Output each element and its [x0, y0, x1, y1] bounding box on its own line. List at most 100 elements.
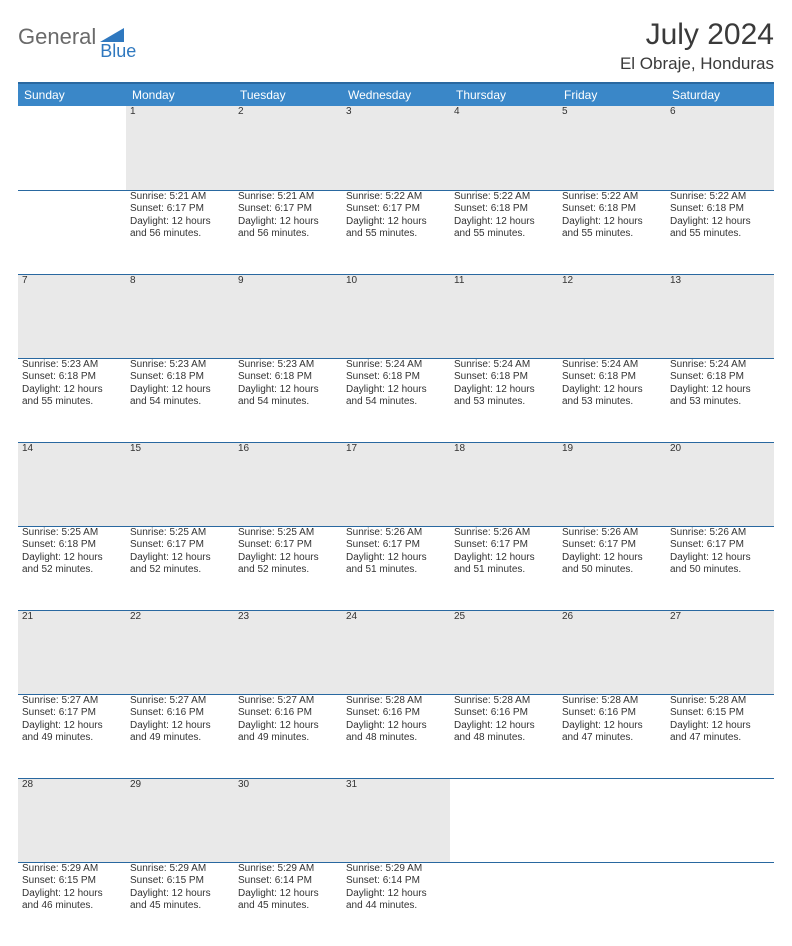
- daylight-text: Daylight: 12 hours: [22, 384, 122, 397]
- day-number: [558, 778, 666, 862]
- daylight-text: Daylight: 12 hours: [346, 216, 446, 229]
- day-cell: [450, 862, 558, 946]
- day-number: 7: [18, 274, 126, 358]
- day-cell: Sunrise: 5:23 AMSunset: 6:18 PMDaylight:…: [234, 358, 342, 442]
- sunrise-text: Sunrise: 5:22 AM: [562, 191, 662, 204]
- daylight-text: and 52 minutes.: [130, 564, 230, 577]
- day-cell: Sunrise: 5:26 AMSunset: 6:17 PMDaylight:…: [666, 526, 774, 610]
- day-cell: Sunrise: 5:24 AMSunset: 6:18 PMDaylight:…: [558, 358, 666, 442]
- sunrise-text: Sunrise: 5:29 AM: [346, 863, 446, 876]
- daylight-text: Daylight: 12 hours: [670, 216, 770, 229]
- daylight-text: Daylight: 12 hours: [454, 552, 554, 565]
- day-cell: Sunrise: 5:29 AMSunset: 6:14 PMDaylight:…: [342, 862, 450, 946]
- sunset-text: Sunset: 6:16 PM: [454, 707, 554, 720]
- sunrise-text: Sunrise: 5:26 AM: [670, 527, 770, 540]
- day-number: 10: [342, 274, 450, 358]
- day-cell: Sunrise: 5:28 AMSunset: 6:16 PMDaylight:…: [558, 694, 666, 778]
- sunset-text: Sunset: 6:18 PM: [346, 371, 446, 384]
- sunset-text: Sunset: 6:18 PM: [130, 371, 230, 384]
- sunset-text: Sunset: 6:16 PM: [346, 707, 446, 720]
- sunset-text: Sunset: 6:18 PM: [454, 371, 554, 384]
- sunset-text: Sunset: 6:14 PM: [238, 875, 338, 888]
- day-number: 21: [18, 610, 126, 694]
- daylight-text: and 45 minutes.: [130, 900, 230, 913]
- daylight-text: Daylight: 12 hours: [238, 384, 338, 397]
- daylight-text: Daylight: 12 hours: [670, 384, 770, 397]
- day-cell: [666, 862, 774, 946]
- day-number: 29: [126, 778, 234, 862]
- sunset-text: Sunset: 6:17 PM: [130, 203, 230, 216]
- day-cell: Sunrise: 5:27 AMSunset: 6:16 PMDaylight:…: [234, 694, 342, 778]
- sunrise-text: Sunrise: 5:26 AM: [562, 527, 662, 540]
- sunset-text: Sunset: 6:16 PM: [238, 707, 338, 720]
- sunset-text: Sunset: 6:15 PM: [130, 875, 230, 888]
- sunrise-text: Sunrise: 5:25 AM: [130, 527, 230, 540]
- sunrise-text: Sunrise: 5:28 AM: [454, 695, 554, 708]
- day-cell: [558, 862, 666, 946]
- day-number: 15: [126, 442, 234, 526]
- day-number-row: 78910111213: [18, 274, 774, 358]
- day-cell: Sunrise: 5:29 AMSunset: 6:14 PMDaylight:…: [234, 862, 342, 946]
- day-cell: Sunrise: 5:28 AMSunset: 6:16 PMDaylight:…: [450, 694, 558, 778]
- sunset-text: Sunset: 6:17 PM: [238, 539, 338, 552]
- daylight-text: and 54 minutes.: [238, 396, 338, 409]
- sunset-text: Sunset: 6:17 PM: [670, 539, 770, 552]
- weekday-header-row: Sunday Monday Tuesday Wednesday Thursday…: [18, 83, 774, 106]
- weekday-header: Wednesday: [342, 83, 450, 106]
- sunrise-text: Sunrise: 5:29 AM: [22, 863, 122, 876]
- day-number: 4: [450, 106, 558, 190]
- daylight-text: and 48 minutes.: [454, 732, 554, 745]
- day-number: 27: [666, 610, 774, 694]
- daylight-text: and 47 minutes.: [670, 732, 770, 745]
- daylight-text: Daylight: 12 hours: [130, 720, 230, 733]
- day-cell: Sunrise: 5:22 AMSunset: 6:18 PMDaylight:…: [450, 190, 558, 274]
- daylight-text: Daylight: 12 hours: [346, 720, 446, 733]
- sunrise-text: Sunrise: 5:25 AM: [238, 527, 338, 540]
- day-number: 20: [666, 442, 774, 526]
- sunset-text: Sunset: 6:17 PM: [562, 539, 662, 552]
- daylight-text: and 55 minutes.: [346, 228, 446, 241]
- daylight-text: and 50 minutes.: [670, 564, 770, 577]
- sunrise-text: Sunrise: 5:24 AM: [670, 359, 770, 372]
- day-number: 24: [342, 610, 450, 694]
- weekday-header: Thursday: [450, 83, 558, 106]
- day-number: 12: [558, 274, 666, 358]
- sunset-text: Sunset: 6:18 PM: [454, 203, 554, 216]
- logo-text-general: General: [18, 24, 96, 50]
- sunrise-text: Sunrise: 5:24 AM: [562, 359, 662, 372]
- sunset-text: Sunset: 6:17 PM: [22, 707, 122, 720]
- daylight-text: and 54 minutes.: [346, 396, 446, 409]
- daylight-text: Daylight: 12 hours: [22, 552, 122, 565]
- daylight-text: Daylight: 12 hours: [454, 216, 554, 229]
- weekday-header: Monday: [126, 83, 234, 106]
- header: General Blue July 2024 El Obraje, Hondur…: [18, 18, 774, 74]
- weekday-header: Sunday: [18, 83, 126, 106]
- day-number: 11: [450, 274, 558, 358]
- day-cell: Sunrise: 5:24 AMSunset: 6:18 PMDaylight:…: [450, 358, 558, 442]
- week-row: Sunrise: 5:27 AMSunset: 6:17 PMDaylight:…: [18, 694, 774, 778]
- day-number: 19: [558, 442, 666, 526]
- day-number: 16: [234, 442, 342, 526]
- title-block: July 2024 El Obraje, Honduras: [620, 18, 774, 74]
- day-cell: Sunrise: 5:23 AMSunset: 6:18 PMDaylight:…: [126, 358, 234, 442]
- weekday-header: Friday: [558, 83, 666, 106]
- sunset-text: Sunset: 6:14 PM: [346, 875, 446, 888]
- daylight-text: and 50 minutes.: [562, 564, 662, 577]
- daylight-text: Daylight: 12 hours: [238, 216, 338, 229]
- day-cell: [18, 190, 126, 274]
- logo: General Blue: [18, 18, 162, 50]
- daylight-text: Daylight: 12 hours: [562, 384, 662, 397]
- sunrise-text: Sunrise: 5:28 AM: [562, 695, 662, 708]
- day-cell: Sunrise: 5:21 AMSunset: 6:17 PMDaylight:…: [126, 190, 234, 274]
- daylight-text: and 49 minutes.: [130, 732, 230, 745]
- sunset-text: Sunset: 6:16 PM: [562, 707, 662, 720]
- daylight-text: Daylight: 12 hours: [238, 720, 338, 733]
- daylight-text: Daylight: 12 hours: [238, 888, 338, 901]
- day-number: 23: [234, 610, 342, 694]
- day-number: 28: [18, 778, 126, 862]
- daylight-text: and 51 minutes.: [346, 564, 446, 577]
- daylight-text: and 49 minutes.: [22, 732, 122, 745]
- sunrise-text: Sunrise: 5:29 AM: [238, 863, 338, 876]
- day-cell: Sunrise: 5:26 AMSunset: 6:17 PMDaylight:…: [342, 526, 450, 610]
- day-cell: Sunrise: 5:21 AMSunset: 6:17 PMDaylight:…: [234, 190, 342, 274]
